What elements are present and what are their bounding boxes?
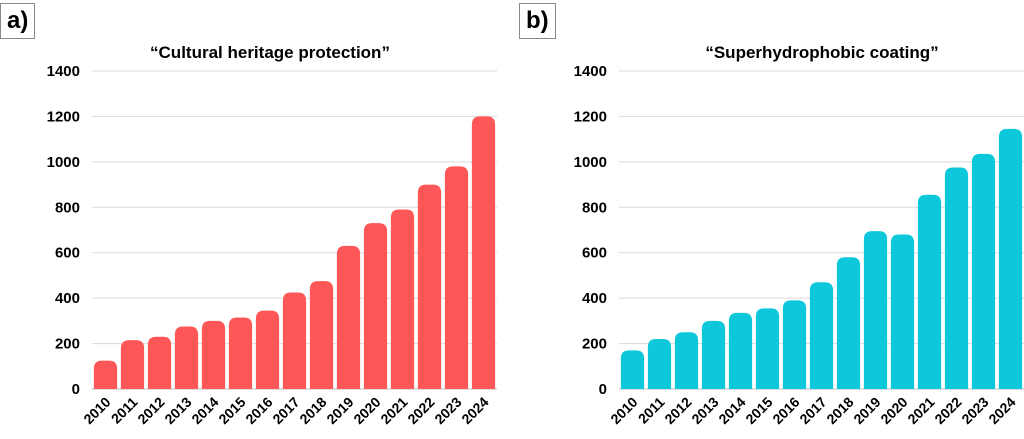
x-tick-label-b: 2012 — [661, 394, 694, 427]
x-tick-label-b: 2024 — [985, 394, 1018, 427]
bar-2010-a — [93, 360, 118, 389]
bar-2022-b — [944, 167, 969, 389]
bar-2021-b — [917, 194, 942, 389]
bar-2017-b — [809, 282, 834, 389]
y-tick-label-b: 0 — [599, 381, 607, 398]
chart-title-a: “Cultural heritage protection” — [150, 43, 390, 62]
x-tick-label-b: 2018 — [823, 394, 856, 427]
x-tick-label-b: 2021 — [904, 394, 937, 427]
x-tick-label-a: 2022 — [404, 394, 437, 427]
x-tick-label-b: 2017 — [796, 394, 829, 427]
x-tick-label-b: 2013 — [688, 394, 721, 427]
x-tick-label-a: 2014 — [188, 394, 221, 427]
x-tick-label-a: 2013 — [161, 394, 194, 427]
bar-2013-a — [174, 326, 199, 389]
chart-b: “Superhydrophobic coating” 0 200 400 600 800… — [574, 43, 1024, 427]
x-tick-label-a: 2012 — [134, 394, 167, 427]
bar-2024-a — [471, 116, 496, 389]
y-tick-label-a: 800 — [55, 199, 80, 216]
y-tick-label-b: 1400 — [574, 63, 607, 80]
bar-2017-a — [282, 292, 307, 389]
y-tick-label-b: 1200 — [574, 108, 607, 125]
y-tick-label-b: 200 — [582, 336, 607, 353]
bar-2021-a — [390, 209, 415, 389]
x-tick-label-a: 2024 — [458, 394, 491, 427]
y-tick-label-b: 1000 — [574, 154, 607, 171]
x-tick-label-b: 2016 — [769, 394, 802, 427]
y-tick-label-a: 1200 — [47, 108, 80, 125]
x-tick-label-a: 2010 — [80, 394, 113, 427]
bar-2024-b — [998, 128, 1023, 389]
x-tick-label-b: 2020 — [877, 394, 910, 427]
bar-2011-b — [647, 339, 672, 389]
x-tick-label-b: 2014 — [715, 394, 748, 427]
x-tick-label-a: 2023 — [431, 394, 464, 427]
panel-label-b: b) — [519, 3, 556, 39]
bar-2020-a — [363, 223, 388, 389]
x-tick-label-a: 2018 — [296, 394, 329, 427]
x-tick-label-b: 2019 — [850, 394, 883, 427]
bar-2019-a — [336, 245, 361, 389]
x-tick-label-a: 2021 — [377, 394, 410, 427]
x-tick-label-a: 2017 — [269, 394, 302, 427]
bar-2023-b — [971, 153, 996, 389]
panel-label-a: a) — [0, 3, 36, 39]
bar-2018-b — [836, 257, 861, 389]
y-tick-label-a: 600 — [55, 245, 80, 262]
y-tick-label-b: 800 — [582, 199, 607, 216]
y-tick-label-b: 400 — [582, 290, 607, 307]
chart-panel-b: b) “Superhydrophobic coating” 0 200 400 600… — [512, 0, 1024, 434]
x-tick-label-a: 2015 — [215, 394, 248, 427]
bar-2016-a — [255, 310, 280, 389]
y-tick-label-a: 1000 — [47, 154, 80, 171]
y-tick-label-a: 1400 — [47, 63, 80, 80]
chart-panel-a: a) “Cultural heritage protection” 0 200 40… — [0, 0, 512, 434]
bar-2014-b — [728, 312, 753, 389]
bar-2014-a — [201, 320, 226, 389]
y-tick-label-a: 400 — [55, 290, 80, 307]
x-tick-label-a: 2011 — [108, 394, 141, 427]
bar-2023-a — [444, 166, 469, 389]
y-tick-label-a: 200 — [55, 336, 80, 353]
bar-2019-b — [863, 231, 888, 389]
bar-2012-a — [147, 336, 172, 389]
bar-2015-b — [755, 308, 780, 389]
bar-2018-a — [309, 281, 334, 389]
bar-2013-b — [701, 320, 726, 389]
chart-a: “Cultural heritage protection” 0 200 400 60… — [47, 43, 497, 427]
x-tick-label-a: 2019 — [323, 394, 356, 427]
bar-2012-b — [674, 332, 699, 389]
x-tick-label-b: 2023 — [958, 394, 991, 427]
bar-2010-b — [620, 350, 645, 389]
y-tick-label-b: 600 — [582, 245, 607, 262]
bar-2015-a — [228, 317, 253, 389]
x-tick-label-b: 2011 — [635, 394, 668, 427]
bar-2020-b — [890, 234, 915, 389]
x-tick-label-b: 2010 — [607, 394, 640, 427]
x-tick-label-b: 2015 — [742, 394, 775, 427]
bar-2011-a — [120, 340, 145, 389]
x-tick-label-a: 2016 — [242, 394, 275, 427]
y-tick-label-a: 0 — [72, 381, 80, 398]
x-tick-label-b: 2022 — [931, 394, 964, 427]
bar-2016-b — [782, 300, 807, 389]
bar-2022-a — [417, 184, 442, 389]
x-tick-label-a: 2020 — [350, 394, 383, 427]
chart-title-b: “Superhydrophobic coating” — [705, 43, 938, 62]
